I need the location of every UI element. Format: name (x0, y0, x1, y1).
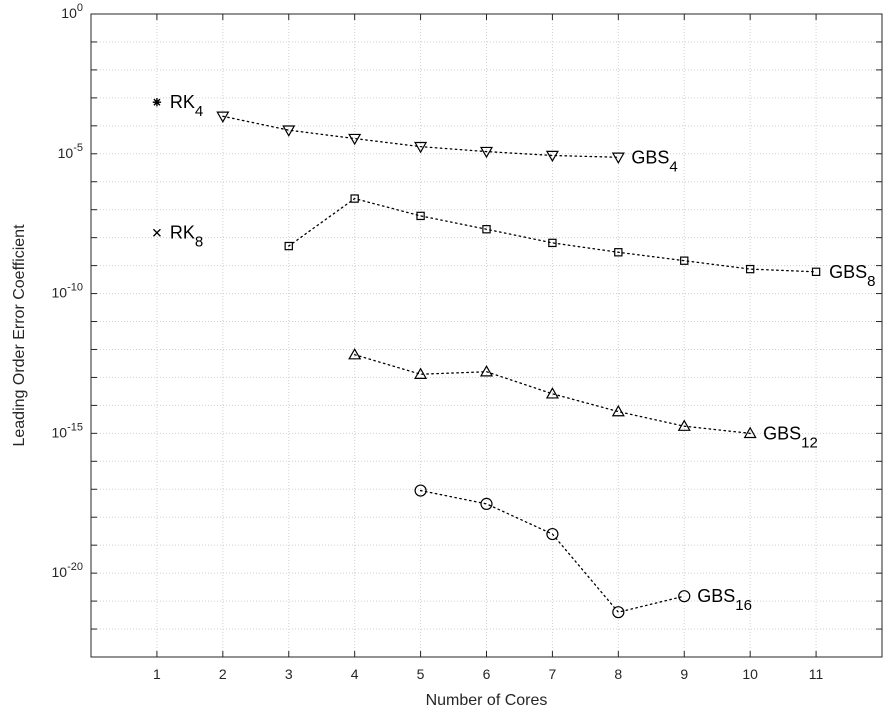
data-point (414, 141, 428, 154)
data-point (614, 248, 623, 257)
x-tick-label: 4 (351, 666, 359, 682)
series: GBS4 (216, 111, 678, 175)
x-tick-label: 6 (483, 666, 491, 682)
x-tick-label: 7 (549, 666, 557, 682)
data-point (216, 111, 230, 123)
data-point (546, 527, 559, 541)
data-point (545, 387, 559, 399)
series-label: GBS4 (631, 147, 677, 175)
data-point (282, 125, 296, 137)
y-tick-label: 100 (61, 2, 83, 21)
series-label: GBS8 (829, 262, 875, 290)
data-point (548, 238, 557, 248)
data-point (743, 426, 757, 439)
data-point (678, 590, 691, 603)
tick-layer: 1 2 3 4 5 6 7 8 9 10 11 100 10-5 10-10 10-15 10-20 (52, 2, 882, 682)
data-point (284, 241, 293, 251)
x-tick-label: 5 (417, 666, 425, 682)
series: GBS16 (414, 484, 752, 619)
data-point (680, 256, 689, 265)
x-axis-title: Number of Cores (426, 692, 548, 709)
series-line (288, 197, 817, 273)
series-line (419, 489, 685, 613)
x-tick-label: 11 (809, 666, 824, 682)
data-point (416, 211, 425, 221)
series-label: RK4 (170, 92, 203, 120)
data-point (348, 133, 362, 146)
data-point (479, 146, 494, 159)
data-point (545, 150, 559, 163)
data-point (479, 365, 494, 377)
y-tick-label: 10-15 (52, 421, 83, 440)
data-point (612, 606, 625, 619)
data-point (677, 419, 691, 431)
series: RK8 (152, 223, 203, 251)
data-point (482, 225, 491, 234)
x-tick-label: 3 (285, 666, 293, 682)
data-point (152, 228, 161, 237)
y-axis-title: Leading Order Error Coefficient (11, 224, 28, 447)
x-tick-label: 1 (153, 666, 161, 682)
y-tick-label: 10-10 (52, 282, 83, 301)
data-point (480, 497, 493, 510)
data-point (348, 347, 362, 360)
series-line (354, 354, 751, 434)
x-tick-label: 8 (614, 666, 622, 682)
series: GBS8 (284, 194, 875, 290)
data-point (152, 98, 162, 107)
x-tick-label: 2 (219, 666, 227, 682)
data-point (414, 367, 428, 379)
data-point (350, 194, 359, 203)
data-point (811, 267, 821, 277)
series-layer: RK4 GBS4 RK8 GBS8 GBS12 GBS16 (152, 92, 875, 619)
data-point (611, 152, 625, 164)
y-tick-label: 10-20 (52, 561, 83, 580)
series-label: GBS16 (697, 586, 752, 614)
data-point (611, 404, 625, 417)
series-label: RK8 (170, 223, 203, 251)
x-tick-label: 10 (742, 666, 758, 682)
data-point (745, 264, 755, 274)
series: RK4 (152, 92, 203, 120)
x-tick-label: 9 (680, 666, 688, 682)
grid-layer (91, 13, 882, 658)
data-point (414, 484, 427, 497)
series-label: GBS12 (763, 423, 818, 451)
y-tick-label: 10-5 (58, 142, 83, 161)
series: GBS12 (348, 347, 818, 451)
series-line (222, 115, 619, 158)
